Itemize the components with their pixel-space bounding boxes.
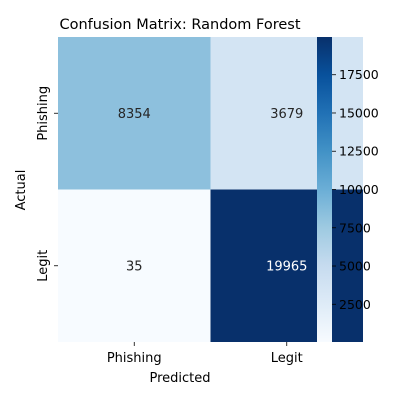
x-tick-label: Phishing bbox=[107, 351, 162, 366]
heatmap-cell bbox=[58, 37, 211, 190]
y-axis: Phishing Legit bbox=[36, 86, 58, 282]
colorbar-tick-label: 2500 bbox=[339, 297, 371, 312]
colorbar-tick-label: 15000 bbox=[339, 105, 379, 120]
colorbar-tick-label: 12500 bbox=[339, 144, 379, 159]
colorbar: 2500 5000 7500 10000 12500 15000 17500 bbox=[317, 37, 379, 342]
heatmap-cell bbox=[210, 189, 363, 342]
cell-value-label: 19965 bbox=[266, 259, 307, 274]
y-tick-label: Legit bbox=[36, 250, 51, 282]
cell-value-label: 35 bbox=[126, 259, 143, 274]
x-axis-label: Predicted bbox=[149, 371, 210, 386]
colorbar-tick-label: 17500 bbox=[339, 67, 379, 82]
colorbar-tick-label: 10000 bbox=[339, 182, 379, 197]
cell-value-label: 3679 bbox=[270, 107, 303, 122]
y-axis-label: Actual bbox=[14, 170, 29, 211]
colorbar-tick-label: 7500 bbox=[339, 220, 371, 235]
heatmap-cell bbox=[210, 37, 363, 190]
cell-value-label: 8354 bbox=[118, 107, 151, 122]
heatmap-cell bbox=[58, 189, 211, 342]
heatmap-cells: 8354 3679 35 19965 bbox=[58, 37, 363, 342]
colorbar-gradient bbox=[317, 37, 332, 342]
x-axis: Phishing Legit bbox=[107, 342, 303, 366]
x-tick-label: Legit bbox=[271, 351, 303, 366]
y-tick-label: Phishing bbox=[36, 86, 51, 141]
chart-title: Confusion Matrix: Random Forest bbox=[59, 17, 300, 33]
colorbar-tick-label: 5000 bbox=[339, 259, 371, 274]
